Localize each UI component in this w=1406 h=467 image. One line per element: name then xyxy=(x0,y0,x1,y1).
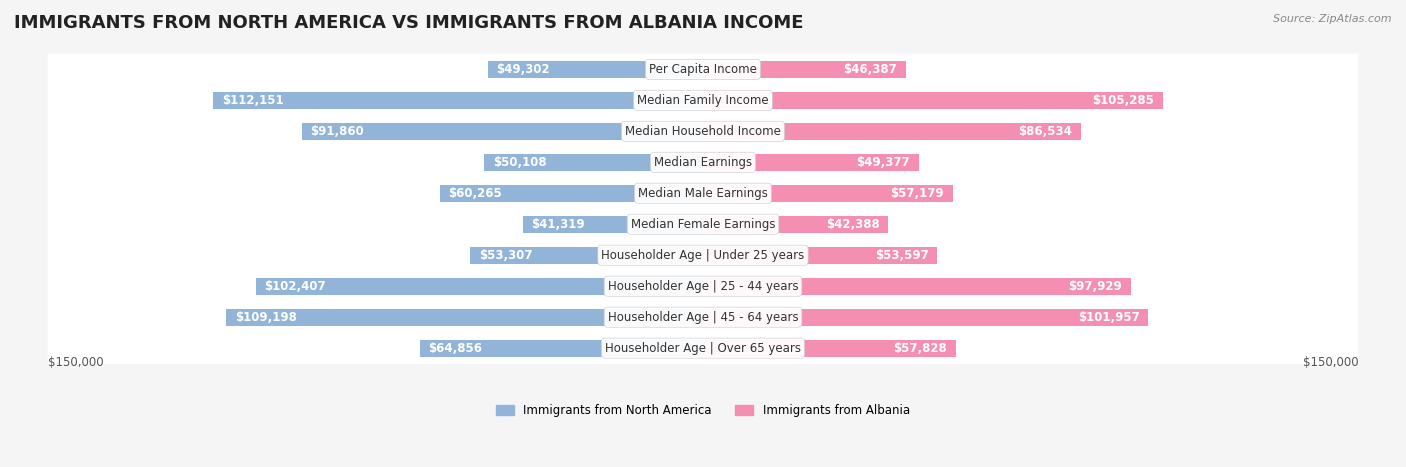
Text: Householder Age | Over 65 years: Householder Age | Over 65 years xyxy=(605,342,801,354)
FancyBboxPatch shape xyxy=(48,85,1358,116)
Bar xyxy=(703,185,953,202)
Text: $105,285: $105,285 xyxy=(1092,94,1154,107)
Bar xyxy=(214,92,703,109)
Bar xyxy=(302,123,703,140)
FancyBboxPatch shape xyxy=(48,147,1358,178)
Bar xyxy=(256,278,703,295)
Text: $53,307: $53,307 xyxy=(479,249,533,262)
Text: Householder Age | Under 25 years: Householder Age | Under 25 years xyxy=(602,249,804,262)
Text: $102,407: $102,407 xyxy=(264,280,326,293)
Bar xyxy=(703,154,918,171)
FancyBboxPatch shape xyxy=(48,240,1358,271)
Text: $101,957: $101,957 xyxy=(1078,311,1140,324)
Bar xyxy=(703,309,1149,325)
Text: $49,377: $49,377 xyxy=(856,156,910,169)
Text: $150,000: $150,000 xyxy=(48,356,104,369)
Bar xyxy=(440,185,703,202)
Text: $86,534: $86,534 xyxy=(1018,125,1073,138)
FancyBboxPatch shape xyxy=(48,54,1358,85)
Text: $60,265: $60,265 xyxy=(449,187,502,200)
FancyBboxPatch shape xyxy=(48,333,1358,364)
Text: $64,856: $64,856 xyxy=(429,342,482,354)
FancyBboxPatch shape xyxy=(48,115,1358,147)
Text: $49,302: $49,302 xyxy=(496,63,550,76)
Text: $46,387: $46,387 xyxy=(844,63,897,76)
Text: $109,198: $109,198 xyxy=(235,311,297,324)
FancyBboxPatch shape xyxy=(48,177,1358,209)
Bar xyxy=(484,154,703,171)
Bar xyxy=(703,123,1081,140)
Text: $97,929: $97,929 xyxy=(1069,280,1122,293)
Bar xyxy=(488,61,703,78)
Bar xyxy=(703,92,1163,109)
Bar xyxy=(703,278,1130,295)
Legend: Immigrants from North America, Immigrants from Albania: Immigrants from North America, Immigrant… xyxy=(492,399,914,422)
Text: $53,597: $53,597 xyxy=(875,249,928,262)
FancyBboxPatch shape xyxy=(48,301,1358,333)
Text: $50,108: $50,108 xyxy=(494,156,547,169)
Text: Per Capita Income: Per Capita Income xyxy=(650,63,756,76)
Bar xyxy=(523,216,703,233)
Text: Median Earnings: Median Earnings xyxy=(654,156,752,169)
Text: $57,179: $57,179 xyxy=(890,187,943,200)
FancyBboxPatch shape xyxy=(48,270,1358,302)
Bar xyxy=(420,340,703,357)
Text: $150,000: $150,000 xyxy=(1302,356,1358,369)
Bar xyxy=(703,247,938,264)
Text: $41,319: $41,319 xyxy=(531,218,585,231)
Text: Householder Age | 45 - 64 years: Householder Age | 45 - 64 years xyxy=(607,311,799,324)
Text: Householder Age | 25 - 44 years: Householder Age | 25 - 44 years xyxy=(607,280,799,293)
Bar xyxy=(470,247,703,264)
Text: Median Household Income: Median Household Income xyxy=(626,125,780,138)
Text: Median Family Income: Median Family Income xyxy=(637,94,769,107)
Text: $91,860: $91,860 xyxy=(311,125,364,138)
Text: Source: ZipAtlas.com: Source: ZipAtlas.com xyxy=(1274,14,1392,24)
FancyBboxPatch shape xyxy=(48,208,1358,240)
Text: $57,828: $57,828 xyxy=(893,342,946,354)
Text: IMMIGRANTS FROM NORTH AMERICA VS IMMIGRANTS FROM ALBANIA INCOME: IMMIGRANTS FROM NORTH AMERICA VS IMMIGRA… xyxy=(14,14,804,32)
Bar xyxy=(703,340,956,357)
Bar xyxy=(703,216,889,233)
Bar xyxy=(703,61,905,78)
Text: $112,151: $112,151 xyxy=(222,94,284,107)
Text: Median Female Earnings: Median Female Earnings xyxy=(631,218,775,231)
Bar xyxy=(226,309,703,325)
Text: $42,388: $42,388 xyxy=(825,218,879,231)
Text: Median Male Earnings: Median Male Earnings xyxy=(638,187,768,200)
